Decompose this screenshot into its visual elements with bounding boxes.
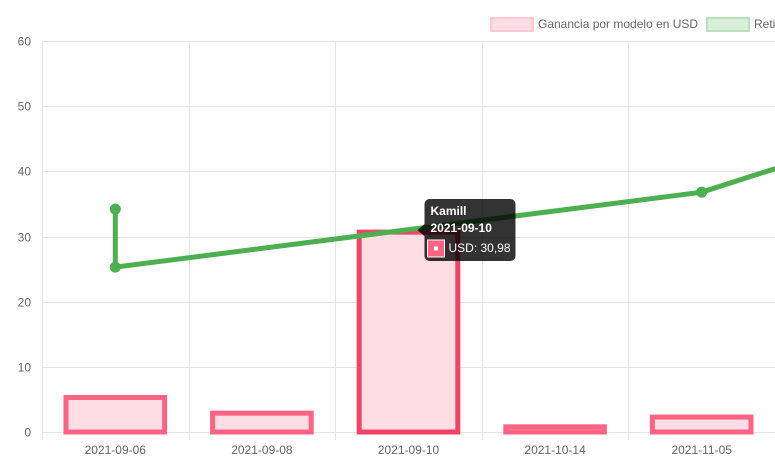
bar[interactable]	[356, 229, 461, 435]
legend-label[interactable]: Ganancia por modelo en USD	[538, 17, 698, 31]
y-tick-label: 20	[18, 296, 32, 310]
x-tick-label: 2021-11-05	[671, 443, 732, 457]
tooltip-subtitle: 2021-09-10	[431, 221, 493, 235]
y-tick-label: 40	[18, 165, 32, 179]
line-point[interactable]	[109, 261, 121, 273]
y-axis: 0 10 20 30 40 50 60	[18, 35, 32, 440]
bar[interactable]	[503, 424, 607, 435]
line-series	[109, 166, 775, 273]
bar[interactable]	[649, 414, 754, 435]
tooltip-box	[424, 199, 516, 261]
x-tick-label: 2021-10-14	[524, 443, 586, 457]
tooltip-caret	[417, 224, 425, 237]
line-point[interactable]	[696, 186, 708, 198]
y-tick-label: 50	[18, 100, 32, 114]
x-tick-label: 2021-09-08	[231, 443, 293, 457]
legend-swatch[interactable]	[706, 17, 750, 32]
x-tick-label: 2021-09-06	[85, 443, 147, 457]
bar[interactable]	[63, 395, 168, 435]
y-tick-label: 60	[18, 35, 32, 49]
tooltip: Kamill 2021-09-10 USD: 30,98	[417, 199, 516, 261]
legend-swatch[interactable]	[490, 17, 534, 32]
tooltip-body: USD: 30,98	[449, 241, 511, 255]
y-tick-label: 0	[24, 426, 31, 440]
x-axis: 2021-09-06 2021-09-08 2021-09-10 2021-10-14…	[85, 443, 733, 457]
y-tick-label: 30	[18, 231, 32, 245]
tooltip-swatch-dot	[434, 246, 438, 251]
x-tick-label: 2021-09-10	[378, 443, 440, 457]
line-path	[112, 166, 775, 270]
y-tick-label: 10	[18, 361, 32, 375]
bar[interactable]	[210, 410, 314, 435]
line-point[interactable]	[109, 203, 121, 215]
legend-label[interactable]: Reti	[754, 17, 775, 31]
grid	[42, 41, 775, 440]
bar-series	[63, 229, 754, 435]
tooltip-title: Kamill	[431, 204, 467, 218]
legend: Ganancia por modelo en USD Reti	[490, 17, 775, 32]
